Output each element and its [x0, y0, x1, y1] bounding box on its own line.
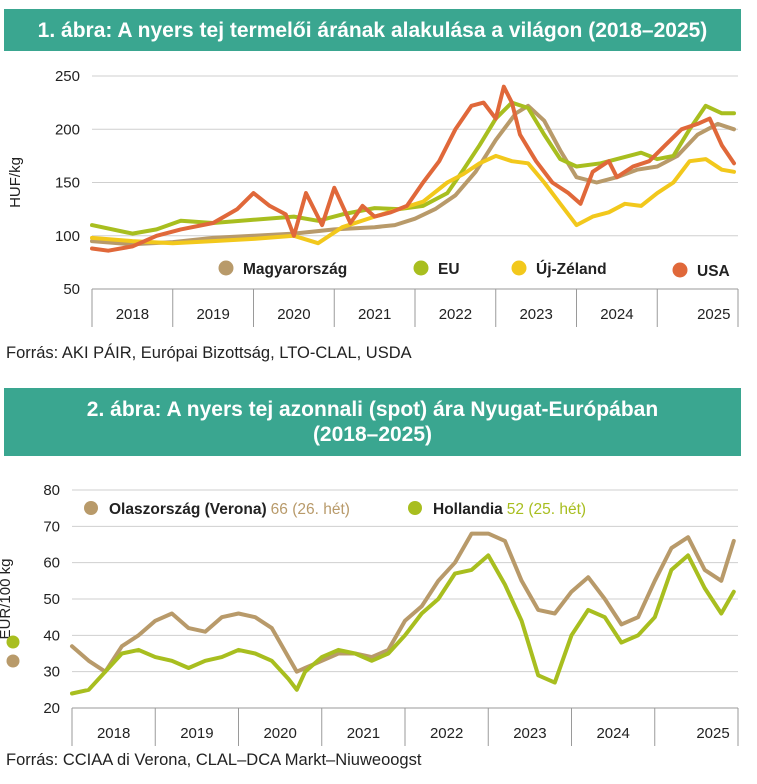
chart2-legend-marker	[84, 501, 98, 515]
chart2-ytick-label: 20	[43, 700, 60, 717]
chart2-title-banner: 2. ábra: A nyers tej azonnali (spot) ára…	[4, 388, 741, 456]
chart1-ytick-label: 200	[55, 121, 80, 138]
chart1-legend-label: Új-Zéland	[536, 260, 607, 278]
chart1-year-label: 2024	[600, 306, 633, 323]
chart1-year-label: 2025	[697, 306, 730, 323]
chart1-series-line-0	[90, 103, 736, 247]
chart1-title-banner: 1. ábra: A nyers tej termelői árának ala…	[4, 9, 741, 51]
chart1-year-label: 2019	[196, 306, 229, 323]
chart1-legend-label: Magyarország	[243, 261, 347, 278]
chart1-plot: 50 100 150 200 250 2018 2019 2020 2021 2022 2023 20…	[7, 68, 739, 327]
chart1-series-line-2	[90, 153, 736, 246]
chart2-legend-latest-value: 52 (25. hét)	[507, 501, 586, 518]
chart2-title-line2: (2018–2025)	[312, 423, 433, 446]
chart1-legend-marker	[218, 260, 234, 276]
chart2-year-label: 2024	[596, 725, 629, 742]
chart2-ytick-label: 30	[43, 664, 60, 681]
chart2-year-label: 2019	[180, 725, 213, 742]
chart2-year-label: 2022	[430, 725, 463, 742]
chart2-year-label: 2023	[513, 725, 546, 742]
chart1-source: Forrás: AKI PÁIR, Európai Bizottság, LTO…	[6, 344, 412, 362]
chart2-legend-label: Olaszország (Verona)	[109, 501, 267, 518]
chart2-year-label: 2025	[696, 725, 729, 742]
chart2-side-marker-olaszorszag	[6, 654, 20, 668]
chart1-title: 1. ábra: A nyers tej termelői árának ala…	[37, 18, 708, 42]
chart1-year-label: 2021	[358, 306, 391, 323]
chart1-ytick-label: 250	[55, 68, 80, 85]
chart1-year-label: 2018	[116, 306, 149, 323]
chart2-series-line-1	[70, 553, 736, 696]
chart2-year-label: 2020	[263, 725, 296, 742]
chart2-legend-marker	[408, 501, 422, 515]
chart1-series-line-1	[90, 100, 736, 236]
chart1-legend-marker	[672, 262, 688, 278]
chart2-year-label: 2021	[347, 725, 380, 742]
chart2-source: Forrás: CCIAA di Verona, CLAL–DCA Markt–…	[6, 751, 422, 769]
chart1-legend-marker	[511, 260, 527, 276]
chart1-year-label: 2023	[519, 306, 552, 323]
chart2-ytick-label: 70	[43, 518, 60, 535]
chart1-year-label: 2020	[277, 306, 310, 323]
chart1-legend-label: EU	[438, 261, 460, 278]
chart1-year-label: 2022	[439, 306, 472, 323]
chart2-side-marker-hollandia	[6, 635, 20, 649]
chart1-y-axis-label: HUF/kg	[7, 157, 24, 208]
chart2-legend-latest-value: 66 (26. hét)	[271, 501, 350, 518]
chart2-ytick-label: 60	[43, 555, 60, 572]
chart2-year-label: 2018	[97, 725, 130, 742]
chart1-ytick-label: 50	[63, 281, 80, 298]
chart2-series-line-0	[70, 531, 736, 674]
chart2-y-axis-label: EUR/100 kg	[0, 559, 14, 640]
chart1-ytick-label: 150	[55, 175, 80, 192]
chart2-title-line1: 2. ábra: A nyers tej azonnali (spot) ára…	[86, 398, 659, 421]
chart2-ytick-label: 80	[43, 482, 60, 499]
chart2-ytick-label: 50	[43, 591, 60, 608]
chart2-ytick-label: 40	[43, 627, 60, 644]
chart1-ytick-label: 100	[55, 228, 80, 245]
chart1-legend-marker	[413, 260, 429, 276]
chart1-legend-label: USA	[697, 263, 730, 280]
chart1-series-line-3	[90, 84, 736, 253]
chart2-legend-label: Hollandia	[433, 501, 503, 518]
